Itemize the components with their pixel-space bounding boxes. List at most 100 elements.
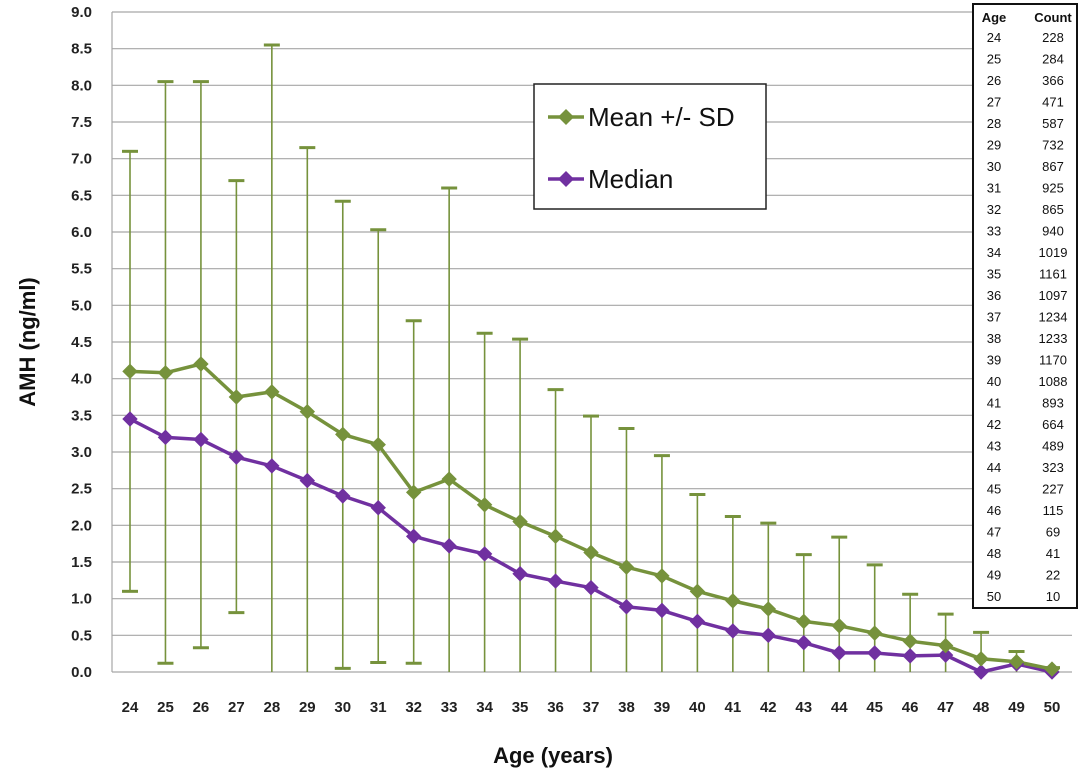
x-tick-label: 32: [405, 699, 422, 716]
marker-mean-sd: [228, 389, 245, 405]
y-tick-label: 5.0: [71, 297, 92, 314]
table-cell-age: 44: [987, 460, 1001, 475]
marker-median: [335, 488, 351, 504]
error-bars: [122, 43, 1060, 672]
table-cell-count: 489: [1042, 439, 1064, 454]
y-tick-label: 6.5: [71, 187, 92, 204]
marker-mean-sd: [583, 544, 599, 561]
series-markers: [122, 356, 1060, 680]
marker-median: [512, 566, 528, 582]
y-tick-label: 2.0: [71, 517, 92, 534]
table-cell-count: 22: [1046, 568, 1060, 583]
table-cell-count: 115: [1043, 503, 1064, 518]
legend-marker-mean-sd: [558, 109, 574, 125]
table-cell-count: 1234: [1039, 310, 1068, 325]
table-cell-age: 32: [987, 202, 1001, 217]
marker-mean-sd: [1008, 654, 1025, 670]
y-tick-label: 7.5: [71, 114, 92, 131]
table-cell-age: 30: [987, 159, 1001, 174]
y-tick-label: 9.0: [71, 4, 92, 21]
table-cell-count: 940: [1042, 224, 1064, 239]
table-header-count: Count: [1034, 10, 1072, 25]
table-cell-age: 41: [987, 396, 1001, 411]
marker-mean-sd: [512, 513, 528, 530]
marker-mean-sd: [299, 403, 316, 420]
x-tick-label: 39: [654, 699, 671, 716]
marker-median: [370, 500, 386, 516]
count-table-border: [972, 3, 1078, 609]
table-cell-count: 1019: [1039, 245, 1068, 260]
marker-median: [618, 599, 635, 615]
legend-box: [533, 83, 767, 210]
x-tick-label: 33: [441, 699, 458, 716]
x-tick-label: 36: [547, 699, 564, 716]
table-cell-age: 26: [987, 73, 1001, 88]
marker-median: [973, 664, 989, 680]
table-cell-count: 925: [1042, 181, 1064, 196]
x-tick-label: 38: [618, 699, 635, 716]
marker-mean-sd: [831, 618, 847, 634]
x-tick-label: 27: [228, 699, 245, 716]
marker-median: [654, 602, 670, 619]
y-tick-label: 0.0: [71, 664, 92, 681]
count-table: Age Count 24 228 25 284 26 366 27 471 28 587 29 732 30…: [972, 3, 1078, 609]
marker-mean-sd: [1044, 661, 1060, 677]
legend-label-mean-sd: Mean +/- SD: [588, 102, 735, 132]
table-cell-count: 1161: [1039, 267, 1067, 282]
table-cell-age: 46: [987, 503, 1001, 518]
marker-median: [299, 472, 316, 489]
marker-mean-sd: [157, 365, 174, 381]
table-cell-count: 587: [1042, 116, 1064, 131]
marker-mean-sd: [476, 497, 493, 513]
x-axis-ticks: 24 25 26 27 28 29 30 31 32 33 34 35 36 37 38 39 40 41 42 43…: [122, 699, 1061, 716]
x-tick-label: 50: [1044, 699, 1061, 716]
table-cell-age: 27: [987, 95, 1001, 110]
table-cell-age: 50: [987, 589, 1001, 604]
legend-label-median: Median: [588, 164, 673, 194]
marker-median: [902, 648, 918, 664]
table-header-age: Age: [982, 10, 1007, 25]
y-tick-label: 6.0: [71, 224, 92, 241]
table-cell-age: 49: [987, 568, 1001, 583]
table-cell-count: 893: [1042, 396, 1064, 411]
marker-mean-sd: [866, 625, 883, 641]
y-tick-label: 3.0: [71, 444, 92, 461]
marker-median: [405, 528, 422, 545]
x-tick-label: 48: [973, 699, 990, 716]
x-tick-label: 41: [725, 699, 742, 716]
table-cell-count: 867: [1042, 159, 1064, 174]
y-tick-label: 3.5: [71, 407, 92, 424]
table-cell-count: 284: [1042, 52, 1064, 67]
y-tick-label: 5.5: [71, 261, 92, 278]
y-tick-label: 1.5: [71, 554, 92, 571]
x-tick-label: 28: [264, 699, 281, 716]
y-tick-label: 8.0: [71, 77, 92, 94]
table-cell-age: 34: [987, 245, 1001, 260]
table-cell-age: 39: [987, 353, 1001, 368]
table-cell-count: 366: [1042, 73, 1064, 88]
marker-mean-sd: [122, 363, 138, 380]
marker-median: [831, 645, 847, 661]
table-cell-count: 227: [1042, 482, 1064, 497]
table-cell-count: 323: [1042, 460, 1064, 475]
marker-median: [689, 613, 706, 630]
marker-mean-sd: [264, 384, 280, 400]
table-cell-age: 43: [987, 439, 1001, 454]
table-cell-age: 37: [987, 310, 1001, 325]
table-cell-age: 38: [987, 331, 1001, 346]
x-tick-label: 37: [583, 699, 600, 716]
table-cell-age: 47: [987, 525, 1001, 540]
table-cell-count: 1097: [1039, 288, 1068, 303]
table-cell-count: 664: [1042, 417, 1064, 432]
x-tick-label: 30: [334, 699, 351, 716]
x-tick-label: 49: [1008, 699, 1025, 716]
marker-mean-sd: [547, 528, 564, 545]
table-cell-age: 25: [987, 52, 1001, 67]
y-axis-label: AMH (ng/ml): [15, 277, 40, 407]
x-tick-label: 26: [193, 699, 210, 716]
x-tick-label: 29: [299, 699, 316, 716]
y-tick-label: 4.0: [71, 371, 92, 388]
marker-mean-sd: [618, 559, 635, 575]
table-cell-age: 24: [987, 30, 1001, 45]
table-cell-age: 28: [987, 116, 1001, 131]
